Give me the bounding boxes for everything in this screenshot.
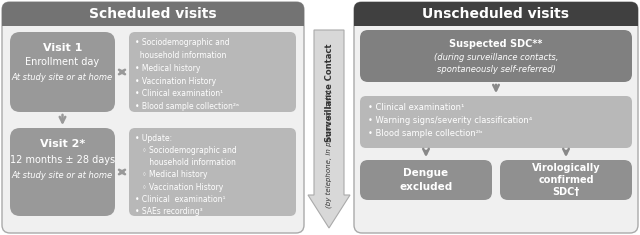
Text: (during surveillance contacts,: (during surveillance contacts, xyxy=(434,54,558,63)
Text: (by telephone, in person, or both): (by telephone, in person, or both) xyxy=(326,90,332,208)
Text: Visit 2*: Visit 2* xyxy=(40,139,85,149)
Text: spontaneously self-referred): spontaneously self-referred) xyxy=(436,66,556,74)
FancyBboxPatch shape xyxy=(360,160,492,200)
Text: • Clinical examination¹
• Warning signs/severity classification⁴
• Blood sample : • Clinical examination¹ • Warning signs/… xyxy=(368,103,532,138)
Text: 12 months ± 28 days: 12 months ± 28 days xyxy=(10,155,115,165)
Polygon shape xyxy=(308,30,350,228)
Text: Dengue
excluded: Dengue excluded xyxy=(399,168,452,192)
Text: Visit 1: Visit 1 xyxy=(43,43,82,53)
FancyBboxPatch shape xyxy=(10,128,115,216)
FancyBboxPatch shape xyxy=(2,2,304,26)
FancyBboxPatch shape xyxy=(360,30,632,82)
Text: Scheduled visits: Scheduled visits xyxy=(89,7,217,21)
Bar xyxy=(354,14,638,26)
Text: • Sociodemographic and
  household information
• Medical history
• Vaccination H: • Sociodemographic and household informa… xyxy=(135,38,239,111)
FancyBboxPatch shape xyxy=(360,96,632,148)
Text: At study site or at home: At study site or at home xyxy=(12,74,113,82)
FancyBboxPatch shape xyxy=(10,32,115,112)
Text: Virologically
confirmed
SDC†: Virologically confirmed SDC† xyxy=(532,163,600,197)
FancyBboxPatch shape xyxy=(2,2,304,233)
Text: Surveillance Contact: Surveillance Contact xyxy=(324,43,333,142)
Text: Suspected SDC**: Suspected SDC** xyxy=(449,39,543,49)
Text: Enrollment day: Enrollment day xyxy=(26,57,100,67)
FancyBboxPatch shape xyxy=(500,160,632,200)
Bar xyxy=(2,14,304,26)
FancyBboxPatch shape xyxy=(354,2,638,26)
FancyBboxPatch shape xyxy=(129,32,296,112)
FancyBboxPatch shape xyxy=(354,2,638,233)
Text: At study site or at home: At study site or at home xyxy=(12,172,113,180)
Text: • Update:
   ◦ Sociodemographic and
      household information
   ◦ Medical his: • Update: ◦ Sociodemographic and househo… xyxy=(135,134,237,216)
Text: Unscheduled visits: Unscheduled visits xyxy=(422,7,570,21)
FancyBboxPatch shape xyxy=(129,128,296,216)
